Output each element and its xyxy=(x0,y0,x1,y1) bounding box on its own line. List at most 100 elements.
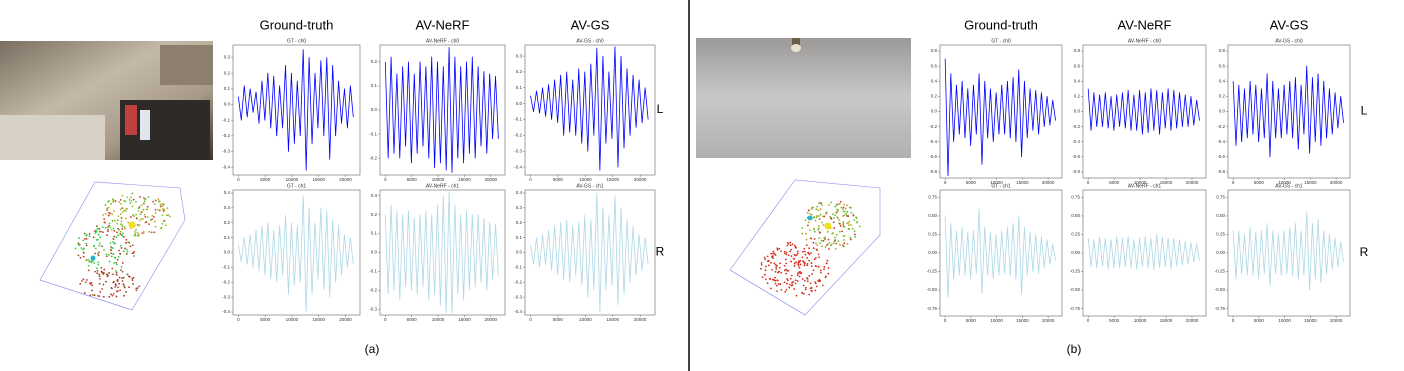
point-cloud-dot xyxy=(94,270,97,273)
y-tick-label: 0.75 xyxy=(1071,195,1080,200)
column-title: Ground-truth xyxy=(964,17,1038,32)
x-tick-label: 10000 xyxy=(1134,318,1147,323)
y-tick-label: 0.1 xyxy=(224,235,231,240)
point-cloud-dot xyxy=(116,219,119,222)
point-cloud-dot xyxy=(116,290,119,292)
point-cloud-dot xyxy=(124,227,127,230)
point-cloud-dot xyxy=(787,242,790,245)
point-cloud-dot xyxy=(105,255,108,258)
point-cloud-dot xyxy=(830,201,832,204)
y-tick-label: -0.75 xyxy=(1070,306,1081,311)
point-cloud-dot xyxy=(85,234,88,237)
point-cloud-dot xyxy=(131,205,134,208)
point-cloud-dot xyxy=(139,195,141,198)
point-cloud-dot xyxy=(89,260,91,262)
point-cloud-dot xyxy=(776,279,779,282)
y-tick-label: 0.0 xyxy=(224,250,231,255)
point-cloud-dot xyxy=(138,224,141,227)
point-cloud-dot xyxy=(786,269,789,272)
x-tick-label: 0 xyxy=(944,318,947,323)
point-cloud-dot xyxy=(776,290,779,293)
y-tick-label: -0.2 xyxy=(222,133,230,138)
point-cloud-dot xyxy=(143,200,146,203)
y-tick-label: 0.1 xyxy=(516,85,523,90)
y-tick-label: -0.2 xyxy=(1217,124,1225,129)
point-cloud-dot xyxy=(135,200,137,203)
point-cloud-dot xyxy=(775,266,778,268)
point-cloud-dot xyxy=(120,223,122,226)
x-tick-label: 5000 xyxy=(1109,180,1120,185)
point-cloud-dot xyxy=(819,231,822,234)
x-tick-label: 15000 xyxy=(1160,318,1173,323)
point-cloud-dot xyxy=(79,282,82,285)
x-tick-label: 5000 xyxy=(260,317,271,322)
point-cloud-dot xyxy=(106,234,108,236)
point-cloud-dot xyxy=(774,254,777,257)
point-cloud-dot xyxy=(847,215,850,218)
point-cloud-dot xyxy=(112,241,115,243)
point-cloud-dot xyxy=(770,261,772,264)
point-cloud-dot xyxy=(819,208,822,210)
point-cloud-dot xyxy=(825,211,828,214)
point-cloud-dot xyxy=(806,262,809,265)
point-cloud-dot xyxy=(776,247,779,250)
point-cloud-dot xyxy=(766,282,769,285)
point-cloud-dot xyxy=(103,221,106,224)
point-cloud-dot xyxy=(85,242,88,245)
point-cloud-dot xyxy=(856,220,859,223)
point-cloud-dot xyxy=(806,264,809,267)
point-cloud-dot xyxy=(113,219,116,222)
waveform xyxy=(530,46,649,171)
point-cloud-dot xyxy=(102,295,105,298)
y-tick-label: 0.00 xyxy=(1216,250,1225,255)
point-cloud-dot xyxy=(803,279,806,282)
point-cloud-dot xyxy=(793,288,796,290)
y-tick-label: -0.4 xyxy=(929,139,937,144)
point-cloud-dot xyxy=(844,207,847,210)
point-cloud-dot xyxy=(133,215,136,218)
point-cloud-dot xyxy=(121,277,123,279)
point-cloud-dot xyxy=(843,226,846,228)
point-cloud-dot xyxy=(810,252,812,254)
point-cloud-dot xyxy=(115,273,118,276)
point-cloud-dot xyxy=(102,231,104,234)
point-cloud-dot xyxy=(785,251,788,254)
point-cloud-dot xyxy=(814,265,817,267)
point-cloud-dot xyxy=(125,210,127,212)
point-cloud-dot xyxy=(103,218,106,220)
point-cloud-dot xyxy=(79,256,82,259)
point-cloud-dot xyxy=(80,247,83,249)
point-cloud-dot xyxy=(764,269,767,271)
point-cloud-dot xyxy=(98,295,101,298)
point-cloud-dot xyxy=(164,224,167,227)
point-cloud-dot xyxy=(142,208,145,211)
point-cloud-dot xyxy=(814,257,817,259)
point-cloud-dot xyxy=(840,206,843,209)
x-tick-label: 10000 xyxy=(1278,180,1291,185)
point-cloud-dot xyxy=(124,247,126,250)
point-cloud-dot xyxy=(117,215,120,218)
point-cloud-dot xyxy=(843,210,846,213)
point-cloud-dot xyxy=(136,224,139,226)
point-cloud-dot xyxy=(834,214,836,217)
point-cloud-dot xyxy=(104,226,107,229)
point-cloud-dot xyxy=(135,213,138,216)
point-cloud-dot xyxy=(136,234,139,237)
x-tick-label: 10000 xyxy=(990,180,1003,185)
point-cloud-dot xyxy=(149,219,152,222)
point-cloud-dot xyxy=(166,214,168,217)
point-cloud-dot xyxy=(832,221,835,224)
point-cloud-dot xyxy=(119,252,122,255)
point-cloud-dot xyxy=(810,208,813,210)
point-cloud-dot xyxy=(128,275,131,278)
point-cloud-dot xyxy=(790,260,793,263)
point-cloud-dot xyxy=(132,283,134,285)
point-cloud-dot xyxy=(105,253,108,256)
x-tick-label: 15000 xyxy=(1160,180,1173,185)
x-tick-label: 5000 xyxy=(260,177,271,182)
y-tick-label: 0.8 xyxy=(931,48,938,53)
point-cloud-dot xyxy=(88,233,91,235)
point-cloud-dot xyxy=(763,273,766,276)
waveform xyxy=(1232,65,1344,158)
point-cloud-dot xyxy=(803,264,806,267)
